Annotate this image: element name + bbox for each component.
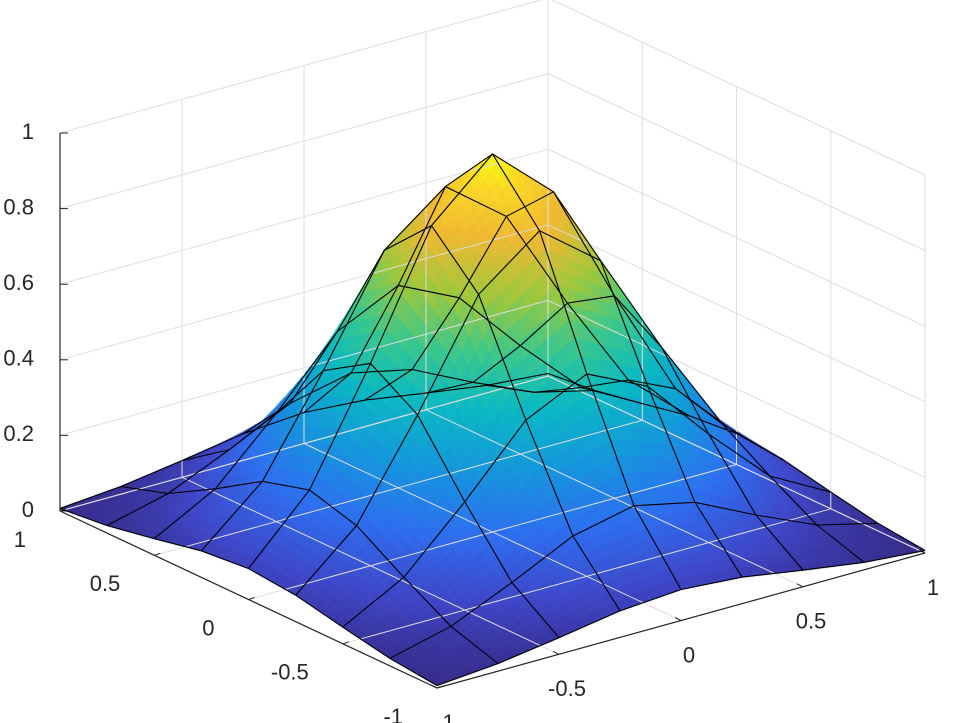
mesh-line-y <box>200 185 690 552</box>
tick-labels: 0 0.2 0.4 0.6 0.8 1 -1 -0.5 0 0.5 1 -1 -0.5 0 0.5 1 <box>3 119 939 723</box>
y-tick-label: -0.5 <box>271 660 309 685</box>
x-tick-label: -1 <box>435 710 455 723</box>
y-tick-mark <box>248 597 255 600</box>
grid-line-y-floor <box>154 419 643 556</box>
grid-line-y-floor <box>342 508 831 645</box>
grid-line-z-back <box>59 375 549 512</box>
grid-line-z-side <box>547 224 926 403</box>
grid-line-z-back <box>59 299 549 436</box>
mesh-line-x <box>303 153 682 590</box>
surface-mesh <box>59 153 926 687</box>
grid-line-z-side <box>547 299 926 478</box>
grid-line-z-back <box>59 224 549 361</box>
z-tick-label: 0.4 <box>3 346 34 371</box>
z-tick-label: 0.2 <box>3 421 34 446</box>
mesh-line-y <box>248 153 737 569</box>
y-tick-label: 0 <box>202 615 214 640</box>
mesh-line-x <box>242 224 621 612</box>
mesh-line-x <box>120 480 499 664</box>
x-tick-mark <box>796 583 804 588</box>
grid-line-z-back <box>59 0 543 134</box>
x-tick-label: 1 <box>927 575 939 600</box>
mesh-line-y <box>106 368 596 526</box>
x-tick-label: 0 <box>683 642 695 667</box>
grid-lines <box>59 0 926 689</box>
x-tick-mark <box>430 684 438 689</box>
x-tick-label: 0.5 <box>796 609 827 634</box>
mesh-line-y <box>59 372 549 510</box>
grid-line-z-back <box>59 73 549 210</box>
z-tick-label: 0.6 <box>3 270 34 295</box>
x-tick-mark <box>552 650 560 655</box>
mesh-line-y <box>389 501 878 659</box>
mesh-line-y <box>295 230 784 596</box>
y-tick-label: 1 <box>14 527 26 552</box>
mesh-line-y <box>436 549 926 687</box>
x-tick-label: -0.5 <box>548 676 586 701</box>
grid-line-z-side <box>547 148 926 327</box>
y-tick-label: -1 <box>383 704 403 723</box>
grid-line-z-side <box>547 73 926 252</box>
mesh-line-y <box>342 373 831 628</box>
y-tick-mark <box>436 685 444 689</box>
mesh-line-x <box>364 191 743 578</box>
tick-marks <box>59 132 926 689</box>
axis-lines <box>59 133 926 689</box>
mesh-line-y <box>153 284 643 540</box>
grid-line-y-floor <box>248 464 737 600</box>
z-tick-label: 0 <box>22 497 34 522</box>
y-tick-mark <box>342 641 349 645</box>
x-tick-mark <box>674 617 682 621</box>
z-tick-label: 1 <box>22 119 34 144</box>
grid-line-z-side <box>551 0 926 176</box>
mesh-line-x <box>425 295 804 571</box>
y-tick-mark <box>154 552 161 556</box>
z-tick-label: 0.8 <box>3 194 34 219</box>
y-tick-label: 0.5 <box>90 571 121 596</box>
